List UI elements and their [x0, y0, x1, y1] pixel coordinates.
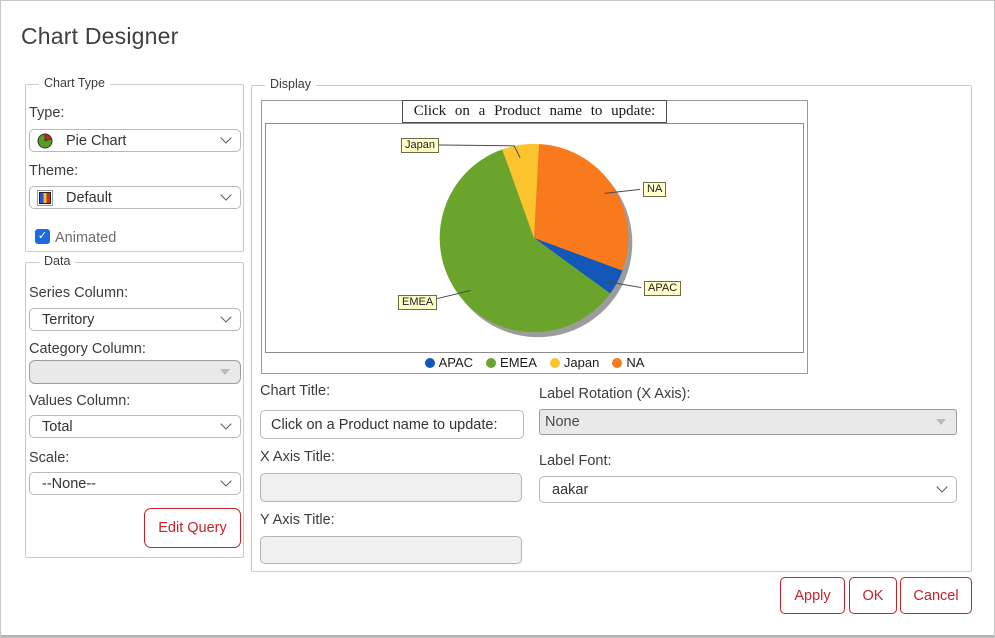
chart-type-value: Pie Chart: [66, 132, 127, 149]
values-column-label: Values Column:: [29, 393, 131, 409]
scale-select[interactable]: --None--: [29, 472, 241, 495]
legend-item-emea: EMEA: [486, 355, 537, 370]
series-column-label: Series Column:: [29, 285, 129, 301]
legend-label: APAC: [438, 355, 474, 370]
scale-label: Scale:: [29, 450, 70, 466]
chart-legend: APAC EMEA Japan NA: [262, 353, 807, 372]
y-axis-title-input[interactable]: [260, 536, 522, 564]
callout-label-japan: Japan: [401, 138, 439, 153]
x-axis-title-input[interactable]: [260, 473, 522, 502]
y-axis-title-label: Y Axis Title:: [260, 512, 335, 528]
values-column-value: Total: [42, 418, 73, 435]
apply-button[interactable]: Apply: [780, 577, 845, 614]
label-font-label: Label Font:: [539, 453, 612, 469]
legend-dot: [549, 357, 560, 368]
callout-label-na: NA: [643, 182, 667, 197]
chevron-down-icon: [220, 475, 232, 487]
ok-button[interactable]: OK: [849, 577, 897, 614]
edit-query-button[interactable]: Edit Query: [144, 508, 241, 548]
label-rotation-select[interactable]: None: [539, 409, 957, 435]
chart-type-panel: Chart Type Type: Pie Chart Theme: Defaul…: [25, 76, 244, 252]
chart-type-select[interactable]: Pie Chart: [29, 129, 241, 152]
label-rotation-label: Label Rotation (X Axis):: [539, 386, 691, 402]
series-column-select[interactable]: Territory: [29, 308, 241, 331]
theme-select[interactable]: Default: [29, 186, 241, 209]
callout-line-apac: [606, 281, 642, 289]
pie-slice-na: [534, 143, 629, 271]
triangle-down-icon: [220, 369, 230, 375]
pie-slice-emea: [439, 149, 611, 333]
theme-value: Default: [66, 189, 112, 206]
label-font-select[interactable]: aakar: [539, 476, 957, 503]
legend-item-na: NA: [612, 355, 644, 370]
callout-label-apac: APAC: [644, 281, 682, 296]
animated-checkbox[interactable]: ✓: [35, 229, 50, 244]
page-title: Chart Designer: [21, 23, 179, 49]
values-column-select[interactable]: Total: [29, 415, 241, 438]
pie-chart-icon: [37, 133, 53, 149]
data-panel-legend: Data: [39, 254, 76, 269]
chart-title-row: Click on a Product name to update:: [262, 100, 807, 123]
pie-slice-japan: [502, 143, 539, 238]
category-column-select[interactable]: [29, 360, 241, 384]
chart-preview-title: Click on a Product name to update:: [401, 100, 668, 123]
x-axis-title-label: X Axis Title:: [260, 449, 335, 465]
legend-dot: [486, 357, 497, 368]
pie-slice-apac: [534, 238, 623, 294]
category-column-label: Category Column:: [29, 341, 146, 357]
legend-label: EMEA: [500, 355, 537, 370]
display-panel-legend: Display: [265, 77, 316, 92]
scale-value: --None--: [42, 475, 96, 492]
legend-label: Japan: [563, 355, 600, 370]
chart-preview: Click on a Product name to update: Japan…: [261, 100, 808, 374]
legend-item-japan: Japan: [549, 355, 600, 370]
legend-dot: [612, 357, 623, 368]
chart-type-panel-legend: Chart Type: [39, 76, 110, 91]
bottom-divider: [1, 635, 994, 637]
chevron-down-icon: [220, 189, 232, 201]
chevron-down-icon: [220, 132, 232, 144]
callout-line-na: [604, 188, 641, 194]
label-font-value: aakar: [552, 481, 589, 498]
animated-label: Animated: [55, 230, 117, 246]
legend-label: NA: [626, 355, 645, 370]
chart-title-input[interactable]: [260, 410, 524, 439]
triangle-down-icon: [936, 419, 946, 425]
data-panel: Data Series Column: Territory Category C…: [25, 254, 244, 558]
label-rotation-value: None: [545, 414, 580, 430]
checkmark-icon: ✓: [37, 230, 48, 242]
chevron-down-icon: [936, 481, 948, 493]
chevron-down-icon: [220, 418, 232, 430]
plot-area: Japan NA APAC EMEA: [265, 123, 804, 353]
cancel-button[interactable]: Cancel: [900, 577, 972, 614]
type-label: Type:: [29, 105, 65, 121]
pie-svg: [429, 143, 642, 338]
legend-item-apac: APAC: [424, 355, 474, 370]
theme-swatch-icon: [37, 189, 53, 206]
chart-title-label: Chart Title:: [260, 383, 331, 399]
callout-label-emea: EMEA: [398, 295, 438, 310]
legend-dot: [424, 357, 435, 368]
chevron-down-icon: [220, 311, 232, 323]
theme-label: Theme:: [29, 163, 79, 179]
display-panel: Display Click on a Product name to updat…: [251, 77, 972, 572]
series-column-value: Territory: [42, 311, 95, 328]
callout-line-japan: [430, 144, 521, 158]
